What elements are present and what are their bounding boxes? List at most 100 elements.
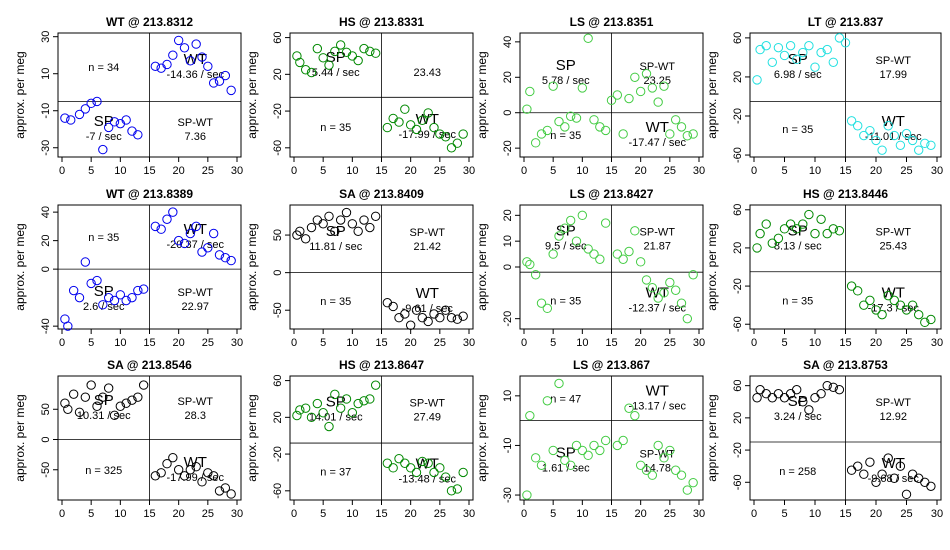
panel-8: HS @ 213.8446 0 5 10 15 20 25 30 60 20 -20 -60 appro… (705, 187, 943, 349)
data-point (435, 463, 445, 473)
y-tick-label: 60 (732, 380, 744, 392)
data-point (411, 124, 422, 135)
panel-7: LS @ 213.8427 0 5 10 15 20 25 30 20 10 0 -20 approx.… (475, 187, 705, 349)
data-point (121, 115, 131, 125)
data-point (98, 392, 108, 402)
x-tick-label: 20 (405, 165, 417, 177)
y-tick-label: -20 (272, 103, 284, 119)
data-point (641, 69, 652, 79)
data-point (752, 393, 762, 403)
data-point (530, 270, 541, 280)
data-point (560, 122, 570, 132)
quadrant-label-bottom-right: SP-WT (178, 287, 214, 299)
data-point (370, 211, 381, 221)
data-point (920, 317, 930, 328)
data-point (226, 489, 236, 499)
data-point (86, 380, 96, 390)
data-point (440, 305, 451, 315)
data-point (423, 316, 433, 327)
y-tick-label: -20 (732, 108, 744, 124)
data-point (347, 219, 358, 229)
data-point (883, 121, 893, 131)
x-tick-label: 25 (434, 337, 446, 349)
y-tick-label: 0 (272, 270, 284, 276)
x-tick-label: 10 (114, 508, 126, 520)
data-point (682, 485, 693, 495)
data-point (440, 472, 451, 482)
y-tick-label: 0 (502, 264, 514, 270)
y-tick-label: 20 (502, 71, 514, 83)
y-axis-label: approx. per meg (705, 223, 719, 310)
data-point (641, 465, 652, 475)
data-point (804, 405, 814, 415)
data-point (571, 236, 582, 246)
y-tick-label: 20 (272, 411, 284, 423)
quadrant-label-top-left: SP (94, 392, 114, 409)
data-point (452, 314, 463, 324)
data-point (353, 226, 363, 237)
data-point (548, 81, 558, 91)
x-tick-label: 30 (931, 508, 943, 520)
y-tick-label: -60 (732, 147, 744, 163)
data-point (138, 284, 149, 294)
data-point (341, 394, 352, 404)
data-point (185, 228, 196, 239)
data-point (554, 116, 564, 127)
data-point (359, 215, 369, 225)
y-tick-label: 10 (502, 235, 514, 247)
data-point (417, 115, 428, 125)
data-point (60, 398, 70, 408)
x-tick-label: 15 (839, 337, 851, 349)
data-point (127, 292, 137, 303)
data-point (522, 490, 532, 500)
data-point (312, 215, 323, 225)
x-tick-label: 30 (231, 337, 243, 349)
x-tick-label: 20 (405, 508, 417, 520)
x-tick-label: 20 (173, 508, 185, 520)
data-point (68, 389, 79, 399)
x-tick-label: 0 (59, 165, 65, 177)
data-point (133, 285, 143, 296)
count-label-bottom-left: n = 35 (320, 122, 351, 134)
data-point (66, 115, 76, 125)
quadrant-label-bottom-right: WT (646, 285, 669, 302)
panel-10: HS @ 213.8647 0 5 10 15 20 25 30 60 20 -20 -60 appro… (245, 358, 475, 520)
data-point (417, 456, 428, 467)
data-point (179, 471, 190, 481)
data-point (173, 465, 184, 475)
data-point (828, 57, 838, 67)
data-point (435, 129, 445, 139)
data-point (583, 450, 593, 461)
data-point (109, 117, 120, 127)
data-point (98, 144, 108, 155)
quadrant-label-bottom-left: SP (94, 283, 114, 300)
data-point (755, 384, 765, 395)
rate-label-bottom-right: -12.37 / sec (629, 303, 687, 315)
data-point (606, 95, 617, 106)
y-tick-label: 0 (40, 436, 52, 442)
data-point (400, 104, 410, 114)
data-point (895, 140, 906, 150)
rate-label-top-right: 27.49 (413, 412, 441, 424)
y-tick-label: -20 (502, 140, 514, 156)
data-point (889, 295, 899, 306)
rate-label-top-left: 3.24 / sec (774, 411, 822, 423)
x-tick-label: 10 (114, 165, 126, 177)
data-point (103, 383, 114, 393)
data-point (185, 56, 196, 66)
y-tick-label: 20 (732, 71, 744, 83)
data-point (653, 293, 663, 303)
count-label-bottom-left: n = 35 (550, 296, 581, 308)
data-point (889, 473, 899, 483)
data-point (394, 313, 404, 323)
x-tick-label: 25 (900, 165, 912, 177)
x-tick-label: 5 (781, 165, 787, 177)
count-label-bottom-left: n = 325 (85, 465, 122, 477)
data-point (330, 226, 340, 237)
data-point (162, 59, 172, 70)
y-axis-label: approx. per meg (475, 51, 489, 138)
data-point (907, 135, 918, 146)
data-point (429, 467, 439, 478)
rate-label-bottom-right: -11.01 / sec (865, 131, 922, 143)
panel-6: SA @ 213.8409 0 5 10 15 20 25 30 50 0 -50 approx. p… (245, 187, 475, 349)
